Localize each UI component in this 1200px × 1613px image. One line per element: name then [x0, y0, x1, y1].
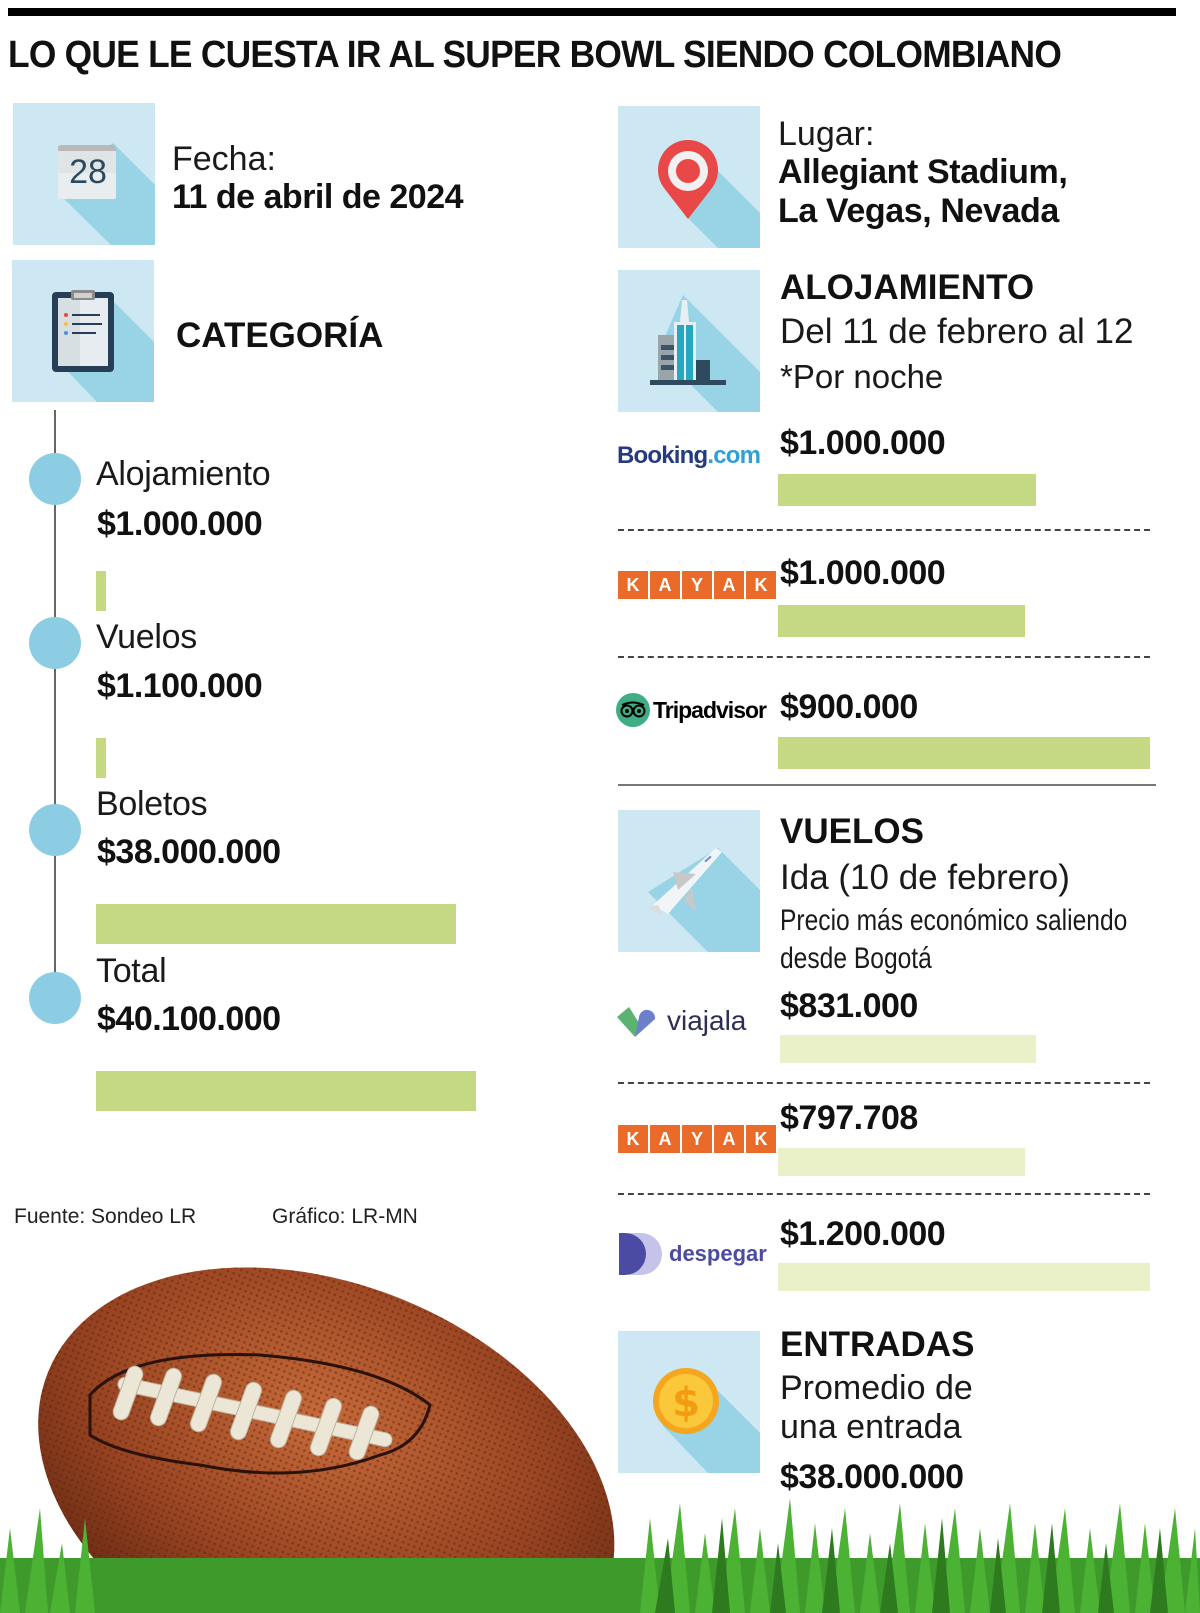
- source-note: Fuente: Sondeo LR: [14, 1205, 197, 1228]
- booking-logo: Booking.com: [617, 442, 761, 470]
- credit-note: Gráfico: LR-MN: [272, 1205, 418, 1228]
- kayak-letter: A: [714, 1125, 744, 1153]
- viajala-heart-icon: [617, 1007, 656, 1037]
- airplane-icon: [648, 848, 760, 952]
- vuelos-heading: VUELOS: [780, 812, 924, 851]
- provider-bar: [778, 605, 1025, 637]
- category-bar: [96, 738, 106, 778]
- provider-value: $831.000: [780, 987, 918, 1025]
- flight-tile: [618, 810, 760, 952]
- category-label: Vuelos: [96, 618, 197, 656]
- timeline-line: [54, 410, 56, 1000]
- provider-value: $797.708: [780, 1099, 918, 1137]
- provider-bar: [778, 1148, 1025, 1176]
- ticket-tile: $: [618, 1331, 760, 1473]
- location-tile: [618, 106, 760, 248]
- map-pin-icon: [658, 140, 760, 248]
- kayak-letter: K: [618, 571, 648, 599]
- category-label: Boletos: [96, 785, 208, 823]
- lugar-line2: La Vegas, Nevada: [778, 192, 1059, 230]
- timeline-dot: [29, 972, 81, 1024]
- kayak-letter: Y: [682, 571, 712, 599]
- provider-bar: [778, 474, 1036, 506]
- page-title: LO QUE LE CUESTA IR AL SUPER BOWL SIENDO…: [8, 34, 1062, 76]
- timeline-dot: [29, 804, 81, 856]
- dashed-divider: [618, 1082, 1150, 1084]
- booking-logo-main: Booking: [617, 442, 708, 469]
- despegar-d-icon: [619, 1233, 662, 1275]
- category-label: Alojamiento: [96, 455, 271, 493]
- vuelos-note-line1: Precio más económico saliendo: [780, 904, 1128, 937]
- entradas-line1: Promedio de: [780, 1369, 973, 1407]
- tripadvisor-logo: Tripadvisor: [616, 693, 767, 727]
- provider-value: $1.200.000: [780, 1215, 946, 1253]
- kayak-letter: A: [650, 571, 680, 599]
- calendar-day: 28: [69, 153, 107, 191]
- lugar-line1: Allegiant Stadium,: [778, 153, 1068, 191]
- category-bar: [96, 1071, 476, 1111]
- kayak-letter: Y: [682, 1125, 712, 1153]
- alojamiento-heading: ALOJAMIENTO: [780, 268, 1035, 307]
- category-value: $40.100.000: [97, 1000, 281, 1038]
- tripadvisor-owl-icon: [616, 693, 650, 727]
- hotel-tile: [618, 270, 760, 412]
- viajala-logo-text: viajala: [667, 1005, 747, 1036]
- entradas-line2: una entrada: [780, 1408, 962, 1446]
- category-value: $1.100.000: [97, 667, 263, 705]
- despegar-logo-text: despegar: [669, 1241, 767, 1266]
- alojamiento-note: *Por noche: [780, 358, 944, 395]
- calendar-tile: 28: [13, 103, 155, 245]
- dashed-divider: [618, 529, 1150, 531]
- dashed-divider: [618, 1193, 1150, 1195]
- svg-text:$: $: [672, 1380, 700, 1426]
- building-icon: [650, 295, 760, 412]
- vuelos-note-line2: desde Bogotá: [780, 942, 932, 975]
- grass-illustration: [0, 1498, 1200, 1613]
- fecha-label: Fecha:: [172, 140, 276, 178]
- booking-logo-suffix: .com: [707, 442, 761, 469]
- dashed-divider: [618, 656, 1150, 658]
- coin-dollar-icon: $: [653, 1368, 760, 1473]
- entradas-heading: ENTRADAS: [780, 1325, 975, 1364]
- timeline-dot: [29, 453, 81, 505]
- timeline-dot: [29, 617, 81, 669]
- categoria-heading: CATEGORÍA: [176, 316, 384, 355]
- kayak-logo: K A Y A K: [618, 571, 776, 599]
- despegar-logo: despegar: [619, 1233, 767, 1275]
- category-value: $38.000.000: [97, 833, 281, 871]
- provider-bar: [780, 1035, 1036, 1063]
- category-bar: [96, 904, 456, 944]
- calendar-icon: [58, 143, 155, 245]
- alojamiento-subtitle: Del 11 de febrero al 12: [780, 312, 1134, 351]
- top-rule: [8, 8, 1176, 16]
- kayak-letter: A: [714, 571, 744, 599]
- section-divider: [618, 784, 1156, 786]
- category-bar: [96, 571, 106, 611]
- viajala-logo: viajala: [615, 1003, 746, 1039]
- kayak-letter: K: [746, 1125, 776, 1153]
- kayak-letter: K: [746, 571, 776, 599]
- entradas-value: $38.000.000: [780, 1458, 964, 1496]
- provider-value: $900.000: [780, 688, 918, 726]
- kayak-letter: A: [650, 1125, 680, 1153]
- kayak-letter: K: [618, 1125, 648, 1153]
- category-value: $1.000.000: [97, 505, 263, 543]
- fecha-value: 11 de abril de 2024: [172, 178, 464, 216]
- clipboard-tile: [12, 260, 154, 402]
- provider-bar: [778, 737, 1150, 769]
- kayak-logo: K A Y A K: [618, 1125, 776, 1153]
- category-label: Total: [96, 952, 167, 990]
- vuelos-subtitle: Ida (10 de febrero): [780, 858, 1070, 897]
- clipboard-icon: [52, 290, 154, 402]
- provider-value: $1.000.000: [780, 554, 946, 592]
- lugar-label: Lugar:: [778, 115, 875, 153]
- provider-value: $1.000.000: [780, 424, 946, 462]
- provider-bar: [778, 1263, 1150, 1291]
- tripadvisor-logo-text: Tripadvisor: [653, 696, 767, 723]
